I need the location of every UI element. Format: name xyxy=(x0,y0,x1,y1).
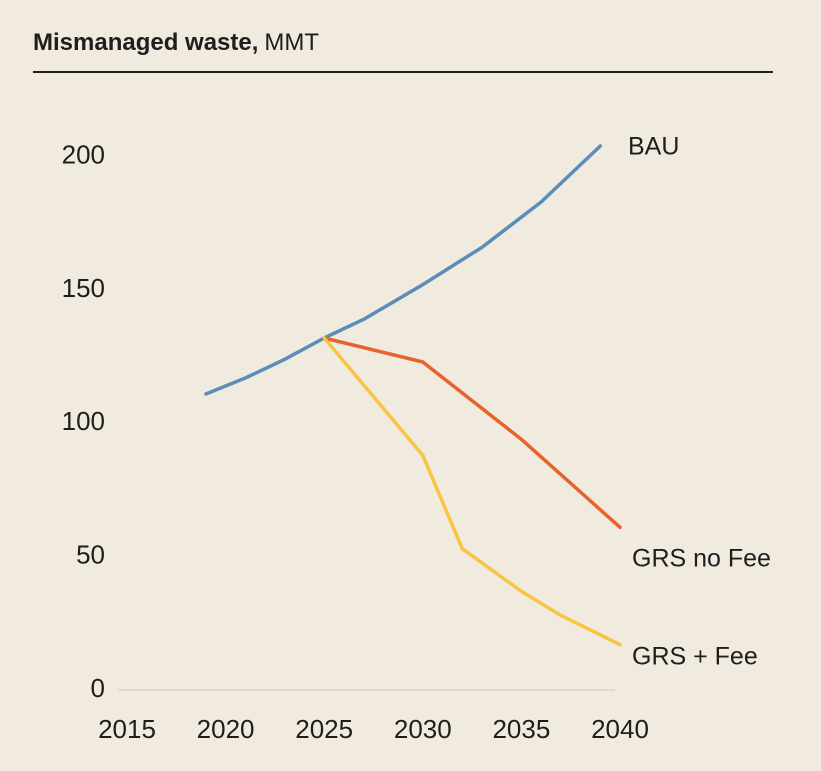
x-tick-label: 2025 xyxy=(295,714,353,744)
x-tick-label: 2040 xyxy=(591,714,649,744)
series-label: BAU xyxy=(628,133,679,161)
x-tick-label: 2015 xyxy=(98,714,156,744)
series-label: GRS + Fee xyxy=(632,643,758,671)
y-tick-label: 50 xyxy=(76,540,105,570)
series-line xyxy=(322,336,622,647)
chart-title-group: Mismanaged waste, MMT xyxy=(33,29,319,56)
series-line xyxy=(204,144,603,396)
y-tick-label: 150 xyxy=(62,273,105,303)
chart-subtitle: MMT xyxy=(264,29,319,56)
x-tick-label: 2020 xyxy=(197,714,255,744)
x-tick-label: 2035 xyxy=(492,714,550,744)
chart-title: Mismanaged waste, xyxy=(33,29,258,56)
y-tick-label: 0 xyxy=(91,673,105,703)
y-tick-label: 100 xyxy=(62,406,105,436)
series-label: GRS no Fee xyxy=(632,545,771,573)
series-line xyxy=(322,336,622,530)
x-tick-label: 2030 xyxy=(394,714,452,744)
y-tick-label: 200 xyxy=(62,140,105,170)
